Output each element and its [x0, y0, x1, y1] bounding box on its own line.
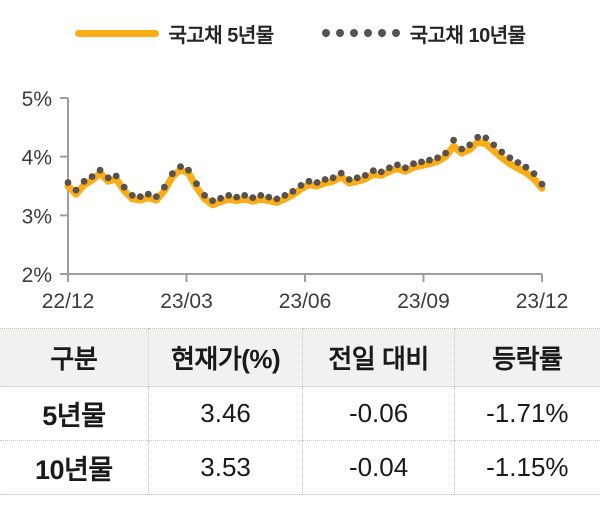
series-10yr-dot [169, 170, 176, 178]
legend-line-swatch-icon [74, 29, 159, 37]
col-header-current-price: 현재가(%) [147, 328, 303, 387]
legend-item-10yr: 국고채 10년물 [321, 19, 526, 48]
series-10yr-dot [112, 172, 120, 180]
series-10yr-dot [402, 164, 409, 172]
series-10yr-dot [490, 141, 498, 149]
series-10yr-dot [337, 169, 345, 177]
row-label-5yr: 5년물 [0, 386, 149, 441]
legend-item-5yr: 국고채 5년물 [74, 19, 275, 48]
series-10yr-dot [96, 166, 104, 174]
series-10yr-dot [458, 145, 466, 153]
series-10yr-dot [281, 192, 289, 199]
row-label-10yr: 10년물 [0, 440, 149, 495]
y-tick-label: 2% [22, 264, 52, 287]
series-10yr-dot [161, 183, 168, 191]
series-10yr-dot [185, 166, 192, 174]
current-price-5yr: 3.46 [147, 386, 303, 441]
series-10yr-dot [313, 179, 321, 186]
series-10yr-dot [104, 174, 112, 182]
series-10yr-dot [506, 154, 514, 162]
series-10yr-dot [177, 163, 184, 170]
table-row-5yr: 5년물 3.46 -0.06 -1.71% [0, 386, 600, 441]
series-10yr-dot [72, 186, 80, 194]
series-10yr-dot [426, 156, 433, 164]
series-10yr-dot [466, 141, 474, 149]
series-10yr-dot [201, 192, 209, 199]
series-10yr-dot [329, 174, 337, 182]
col-header-daily-change: 전일 대비 [302, 328, 455, 387]
legend-label-10yr: 국고채 10년물 [409, 24, 526, 47]
series-10yr-dot [305, 177, 313, 185]
series-10yr-dot [88, 173, 96, 180]
series-10yr-dot [498, 148, 506, 156]
x-tick-label: 23/03 [160, 290, 213, 313]
change-rate-5yr: -1.71% [453, 386, 600, 441]
series-10yr-dot [64, 179, 72, 186]
series-10yr-dot [217, 194, 225, 202]
series-10yr-dot [120, 183, 128, 191]
col-header-category: 구분 [0, 328, 149, 387]
series-10yr-dot [418, 158, 425, 166]
series-10yr-dot [353, 174, 361, 182]
series-10yr-dot [345, 176, 353, 183]
table-header-row: 구분 현재가(%) 전일 대비 등락률 [0, 328, 600, 387]
series-10yr-dot [128, 192, 136, 199]
legend-dots-swatch-icon [321, 29, 400, 37]
series-10yr-dot [410, 160, 417, 168]
series-10yr-dot [273, 195, 281, 203]
series-10yr-dot [265, 193, 273, 201]
series-10yr-dot [297, 182, 305, 189]
y-tick-label: 4% [22, 147, 52, 170]
series-10yr-dot [434, 154, 441, 162]
bond-yield-line-chart: 2% 3% 4% 5% 22/12 23/03 23/06 23/09 23/12 [22, 88, 569, 313]
change-rate-10yr: -1.15% [453, 440, 600, 495]
current-price-10yr: 3.53 [147, 440, 303, 495]
series-10yr-dot [241, 192, 249, 199]
series-10yr-dot [514, 159, 522, 166]
chart-axes [60, 97, 543, 282]
series-10yr-dot [321, 176, 329, 183]
series-10yr-dot [482, 134, 490, 142]
summary-table: 구분 현재가(%) 전일 대비 등락률 5년물 3.46 -0.06 -1.71… [0, 328, 600, 495]
series-5yr-line [64, 138, 546, 209]
series-10yr-dot [530, 170, 538, 178]
series-10yr-dot [249, 194, 257, 202]
x-tick-label: 22/12 [42, 290, 95, 313]
series-10yr-dot [369, 167, 377, 175]
series-10yr-dot [193, 180, 200, 188]
chart-legend: 국고채 5년물 국고채 10년물 [0, 19, 600, 48]
series-10yr-dot [233, 193, 241, 201]
daily-change-5yr: -0.06 [302, 386, 455, 441]
x-tick-label: 23/12 [516, 290, 569, 313]
col-header-change-rate: 등락률 [453, 328, 600, 387]
series-10yr-dot [80, 177, 88, 185]
series-10yr-dot [386, 164, 393, 172]
series-10yr-dot [538, 180, 546, 188]
series-10yr-dot [209, 197, 217, 205]
series-10yr-dot [289, 187, 297, 195]
series-10yr-dot [450, 136, 457, 144]
legend-label-5yr: 국고채 5년물 [168, 24, 275, 47]
series-10yr-dot [225, 192, 233, 199]
series-10yr-dot [474, 133, 482, 141]
series-10yr-dot [442, 149, 449, 157]
series-10yr-dot [377, 168, 385, 176]
x-tick-label: 23/09 [397, 290, 450, 313]
series-10yr-dot [153, 193, 160, 201]
table-row-10yr: 10년물 3.53 -0.04 -1.15% [0, 440, 600, 495]
series-10yr-dot [257, 192, 265, 199]
series-10yr-dot [136, 193, 144, 201]
y-tick-label: 5% [22, 88, 52, 111]
y-tick-label: 3% [22, 205, 52, 228]
daily-change-10yr: -0.04 [302, 440, 455, 495]
x-tick-label: 23/06 [279, 290, 332, 313]
series-10yr-dot [394, 161, 401, 169]
series-10yr-dot [361, 172, 369, 179]
series-10yr-dot [144, 190, 152, 198]
series-10yr-dot [522, 163, 530, 171]
